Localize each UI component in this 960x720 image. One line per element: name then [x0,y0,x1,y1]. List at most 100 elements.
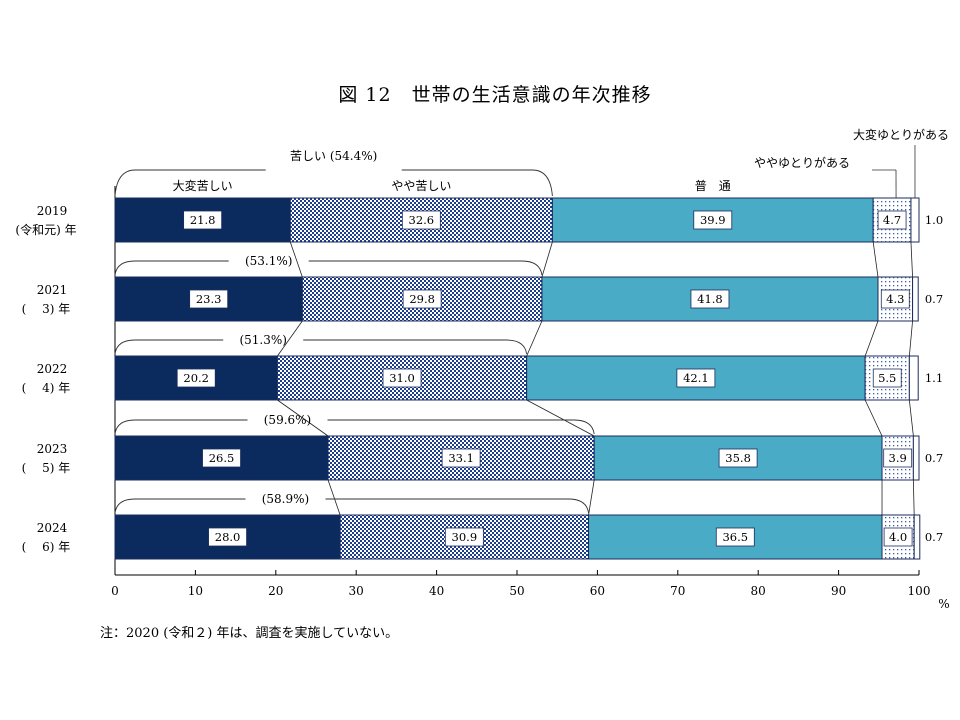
connector-line [910,241,913,278]
connector-line [908,320,913,357]
value-label-box [718,448,758,468]
x-tick-label: 90 [831,584,846,598]
category-era-label: ( 3) 年 [22,302,71,316]
connector-line [588,479,595,516]
brace-line [114,260,229,276]
value-label-box [402,289,442,309]
brace-line [401,169,553,197]
value-label: 28.0 [215,530,241,544]
connector-line [912,479,915,516]
value-label: 32.6 [409,213,435,227]
value-label-box [872,368,902,388]
connector-line [872,241,879,278]
x-tick-label: 50 [509,584,524,598]
value-label: 42.1 [683,371,709,385]
value-label: 4.7 [883,213,901,227]
labels: 21.8 32.6 39.9 4.7 1.0 2019 (令和元) 年 23.3 29.8 41.… [15,127,949,554]
connector-line [864,320,879,357]
bars [114,197,921,560]
value-label: 5.5 [878,371,896,385]
connector-line [526,399,595,437]
value-label: 36.5 [722,530,748,544]
hard-total-label: (58.9%) [262,492,309,506]
brace-line [327,419,595,435]
series-label: 大変苦しい [173,178,233,193]
category-year-label: 2023 [37,442,68,456]
hard-total-label: (59.6%) [264,413,311,427]
value-label: 33.1 [448,451,474,465]
value-label: 20.2 [183,371,209,385]
bar-segment [541,276,879,322]
brace-line [114,498,246,514]
value-label-box [202,448,241,468]
value-label: 30.9 [452,530,478,544]
connector-line [526,320,543,357]
bar-segment [593,435,883,481]
value-label-box [883,527,913,547]
bar-segment [912,435,920,481]
x-tick-label: 40 [429,584,444,598]
connector-line [277,320,303,357]
value-label-box [676,368,716,388]
value-label-box [208,527,247,547]
connector-line [289,241,303,278]
x-tick-label: 100 [908,584,931,598]
value-label: 39.9 [700,213,726,227]
series-label: 大変ゆとりがある [853,127,949,142]
value-label-box [883,448,913,468]
value-label: 0.7 [925,530,943,544]
connector-line [864,399,883,437]
x-tick-label: 10 [188,584,203,598]
series-label: やや苦しい [391,179,451,193]
bar-segment [908,355,919,401]
value-label: 1.0 [925,213,943,227]
value-label-box [880,289,910,309]
category-era-label: (令和元) 年 [15,222,76,237]
value-label: 21.8 [190,213,216,227]
category-year-label: 2022 [37,362,68,376]
x-axis: 0 10 20 30 40 50 60 70 80 90 100% [111,186,950,611]
value-label-box [183,210,223,230]
value-label: 0.7 [925,292,943,306]
x-tick-label: 70 [670,584,685,598]
value-label-box [877,210,907,230]
value-label-box [382,368,422,388]
category-era-label: ( 4) 年 [22,381,71,395]
value-label-box [693,210,733,230]
category-era-label: ( 5) 年 [22,461,71,475]
hard-total-label: (51.3%) [239,333,286,347]
x-tick-label: 30 [349,584,364,598]
category-year-label: 2019 [37,204,68,218]
value-label: 35.8 [725,451,751,465]
category-era-label: ( 6) 年 [22,540,71,554]
x-tick-label: 20 [268,584,283,598]
x-tick-label: 60 [590,584,605,598]
value-label-box [690,289,730,309]
value-label: 41.8 [697,292,723,306]
value-label: 0.7 [925,451,943,465]
value-label: 29.8 [409,292,435,306]
x-tick-label: 80 [751,584,766,598]
series-label: 普 通 [695,179,731,193]
bar-segment [913,514,921,560]
value-label-box [176,368,216,388]
value-label-box [444,527,484,547]
note-text: 注：2020 (令和２) 年は、調査を実施していない。 [100,625,398,641]
brace-line [325,498,590,514]
brace-line [114,419,248,435]
value-label: 26.5 [209,451,235,465]
value-label-box [189,289,229,309]
hard-total-label: (53.1%) [245,254,292,268]
category-year-label: 2021 [37,283,68,297]
connector-line [277,399,329,437]
brace-line [114,339,224,355]
bar-segment [910,197,920,243]
brace-line [303,339,528,355]
connector-line [327,479,341,516]
brace-line [114,169,266,197]
value-label: 4.3 [886,292,904,306]
connector-line [908,399,914,437]
value-label: 1.1 [925,371,943,385]
connector-line [541,241,553,278]
